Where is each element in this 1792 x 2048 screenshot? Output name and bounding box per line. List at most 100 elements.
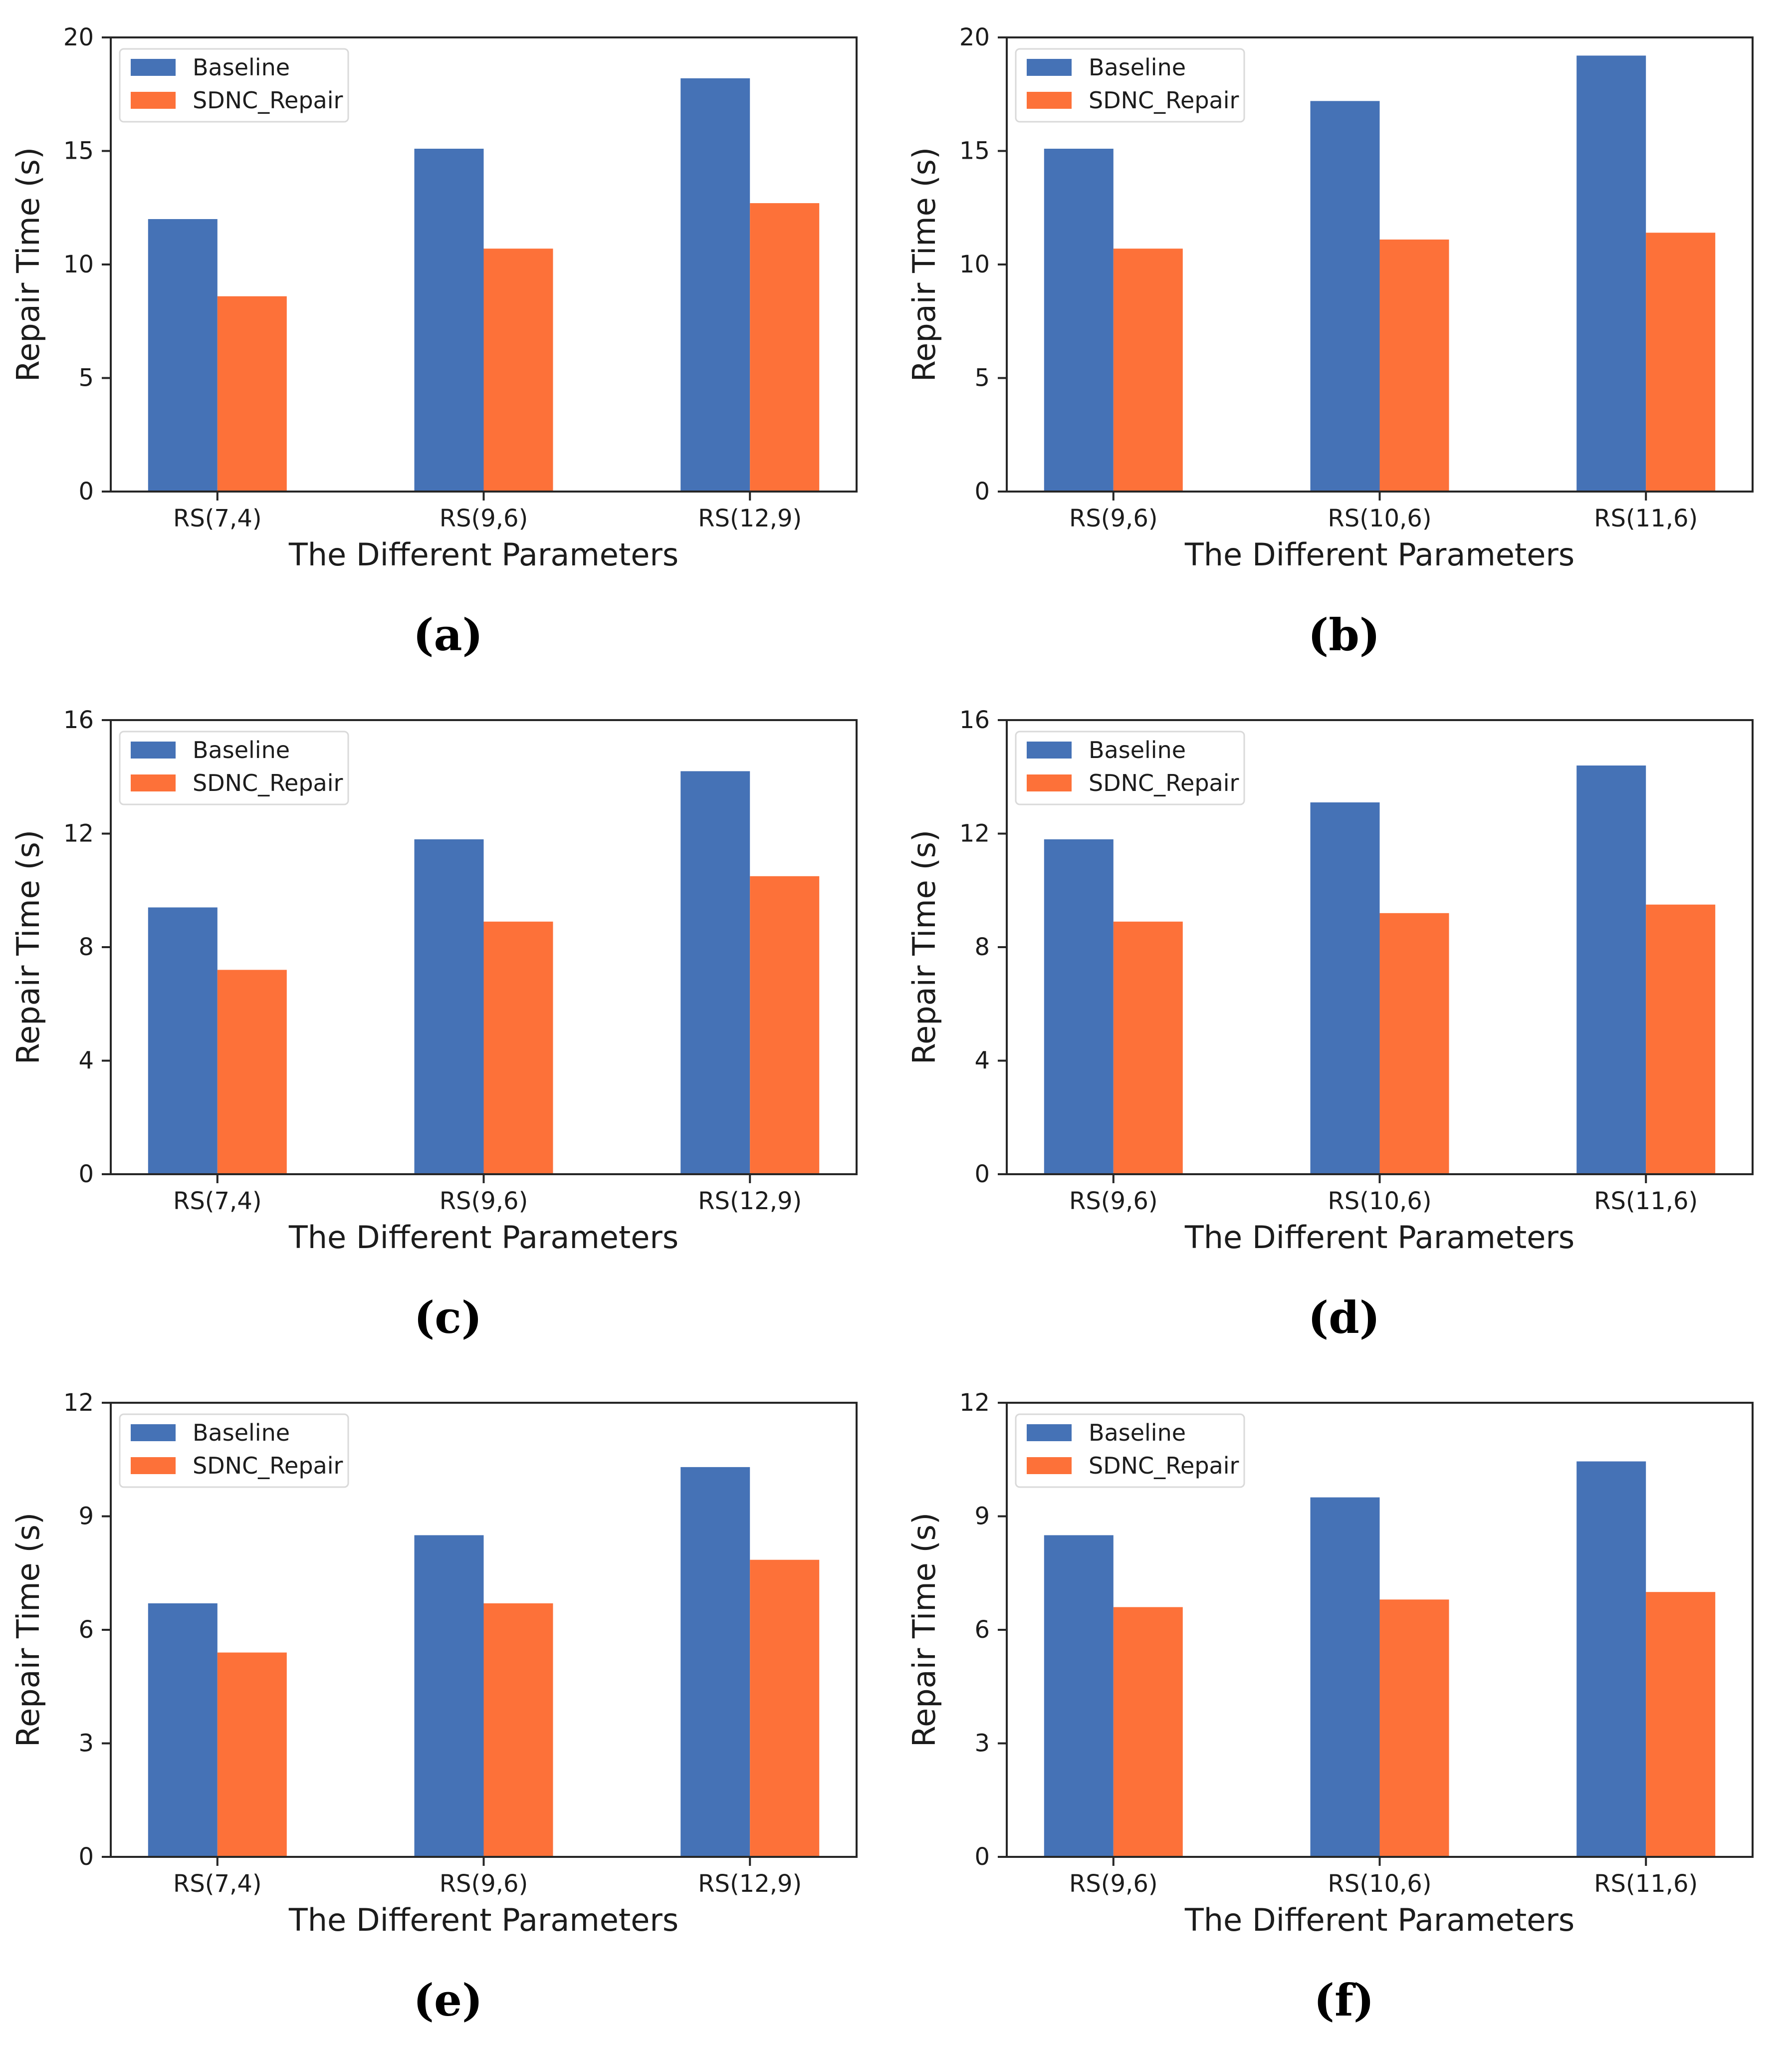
legend-swatch-baseline (131, 1424, 176, 1441)
bar-baseline-RS(12,9) (680, 771, 750, 1174)
y-tick-label: 20 (959, 23, 990, 51)
legend-swatch-sdnc_repair (131, 1457, 176, 1474)
bar-sdnc_repair-RS(12,9) (750, 876, 820, 1174)
legend-box (119, 1413, 349, 1488)
y-tick-label: 3 (974, 1730, 990, 1758)
legend-label: SDNC_Repair (193, 87, 343, 114)
legend-box (1015, 1413, 1245, 1488)
bar-baseline-RS(9,6) (1044, 1535, 1114, 1857)
subplot-a: 0 5 10 15 20 RS(7,4) RS(9,6) RS(12,9) The Differ… (0, 0, 896, 683)
chart-e: 0 3 6 9 12 RS(7,4) RS(9,6) RS(12,9) The Differen… (10, 1389, 858, 1938)
x-tick-label: RS(7,4) (173, 1870, 262, 1898)
chart-a: 0 5 10 15 20 RS(7,4) RS(9,6) RS(12,9) The Differ… (10, 23, 858, 573)
x-tick-label: RS(11,6) (1594, 1870, 1698, 1898)
y-tick-label: 5 (974, 364, 990, 392)
bar-baseline-RS(9,6) (1044, 149, 1114, 492)
legend-label: Baseline (1089, 737, 1186, 764)
x-tick-label: RS(9,6) (1069, 1187, 1158, 1215)
bar-baseline-RS(7,4) (148, 1603, 218, 1857)
legend-swatch-sdnc_repair (1027, 1457, 1072, 1474)
bar-sdnc_repair-RS(11,6) (1646, 233, 1716, 492)
bar-sdnc_repair-RS(12,9) (750, 203, 820, 492)
subplot-caption-c: (c) (414, 1291, 482, 1343)
bar-sdnc_repair-RS(10,6) (1379, 913, 1449, 1175)
x-tick-label: RS(9,6) (1069, 1870, 1158, 1898)
y-tick-label: 3 (78, 1730, 94, 1758)
y-tick-label: 6 (78, 1616, 94, 1644)
bar-sdnc_repair-RS(12,9) (750, 1559, 820, 1857)
legend-swatch-baseline (1027, 59, 1072, 76)
legend-box (1015, 731, 1245, 805)
legend-swatch-sdnc_repair (1027, 774, 1072, 791)
x-tick-label: RS(12,9) (698, 1187, 802, 1215)
y-tick-label: 0 (78, 1843, 94, 1871)
x-tick-label: RS(11,6) (1594, 505, 1698, 532)
y-tick-label: 6 (974, 1616, 990, 1644)
x-tick-label: RS(9,6) (440, 1187, 528, 1215)
bar-baseline-RS(7,4) (148, 219, 218, 492)
y-tick-label: 15 (63, 137, 94, 165)
y-tick-label: 4 (78, 1047, 94, 1075)
legend-box (1015, 48, 1245, 123)
y-axis-label: Repair Time (s) (906, 830, 942, 1064)
x-tick-label: RS(11,6) (1594, 1187, 1698, 1215)
x-tick-label: RS(12,9) (698, 1870, 802, 1898)
y-tick-label: 20 (63, 23, 94, 51)
subplot-f: 0 3 6 9 12 RS(9,6) RS(10,6) RS(11,6) The Differe… (896, 1365, 1792, 2048)
chart-b: 0 5 10 15 20 RS(9,6) RS(10,6) RS(11,6) The Diffe… (906, 23, 1754, 573)
bar-baseline-RS(10,6) (1310, 1497, 1380, 1857)
legend-label: Baseline (193, 54, 290, 81)
x-tick-label: RS(10,6) (1328, 1870, 1431, 1898)
legend-swatch-baseline (1027, 1424, 1072, 1441)
subplot-caption-b: (b) (1308, 609, 1380, 661)
bar-sdnc_repair-RS(10,6) (1379, 1599, 1449, 1857)
y-tick-label: 9 (78, 1503, 94, 1531)
x-tick-label: RS(10,6) (1328, 505, 1431, 532)
x-tick-label: RS(12,9) (698, 505, 802, 532)
subplot-caption-a: (a) (413, 609, 483, 661)
legend-swatch-sdnc_repair (131, 92, 176, 109)
subplot-caption-f: (f) (1314, 1974, 1374, 2026)
legend-label: SDNC_Repair (1089, 87, 1239, 114)
legend-swatch-baseline (131, 59, 176, 76)
subplot-caption-d: (d) (1308, 1291, 1380, 1343)
x-axis-label: The Different Parameters (1184, 1902, 1574, 1938)
bar-baseline-RS(12,9) (680, 1467, 750, 1857)
subplot-e: 0 3 6 9 12 RS(7,4) RS(9,6) RS(12,9) The Differen… (0, 1365, 896, 2048)
bar-baseline-RS(12,9) (680, 78, 750, 492)
x-axis-label: The Different Parameters (288, 1902, 678, 1938)
chart-d: 0 4 8 12 16 RS(9,6) RS(10,6) RS(11,6) The Differ… (906, 706, 1754, 1256)
legend-swatch-sdnc_repair (1027, 92, 1072, 109)
y-tick-label: 10 (63, 251, 94, 278)
bar-sdnc_repair-RS(9,6) (483, 921, 553, 1174)
x-tick-label: RS(7,4) (173, 1187, 262, 1215)
legend-box (119, 48, 349, 123)
y-tick-label: 8 (974, 933, 990, 961)
x-axis-label: The Different Parameters (1184, 1219, 1574, 1256)
bar-baseline-RS(7,4) (148, 907, 218, 1174)
x-tick-label: RS(7,4) (173, 505, 262, 532)
bar-baseline-RS(10,6) (1310, 802, 1380, 1174)
bar-sdnc_repair-RS(9,6) (483, 1603, 553, 1857)
y-axis-label: Repair Time (s) (906, 147, 942, 382)
bar-sdnc_repair-RS(7,4) (217, 970, 287, 1174)
x-tick-label: RS(10,6) (1328, 1187, 1431, 1215)
x-axis-label: The Different Parameters (288, 536, 678, 573)
y-tick-label: 15 (959, 137, 990, 165)
y-tick-label: 12 (63, 1389, 94, 1417)
bar-baseline-RS(11,6) (1576, 55, 1646, 492)
bar-sdnc_repair-RS(9,6) (1113, 249, 1183, 492)
x-axis-label: The Different Parameters (288, 1219, 678, 1256)
legend-label: SDNC_Repair (193, 1452, 343, 1479)
chart-c: 0 4 8 12 16 RS(7,4) RS(9,6) RS(12,9) The Differe… (10, 706, 858, 1256)
legend-label: Baseline (193, 737, 290, 764)
bar-sdnc_repair-RS(9,6) (1113, 1607, 1183, 1857)
subplot-b: 0 5 10 15 20 RS(9,6) RS(10,6) RS(11,6) The Diffe… (896, 0, 1792, 683)
bar-baseline-RS(11,6) (1576, 766, 1646, 1174)
y-tick-label: 8 (78, 933, 94, 961)
bar-baseline-RS(9,6) (1044, 839, 1114, 1174)
bar-sdnc_repair-RS(7,4) (217, 296, 287, 492)
bar-baseline-RS(9,6) (414, 839, 484, 1174)
y-tick-label: 5 (78, 364, 94, 392)
